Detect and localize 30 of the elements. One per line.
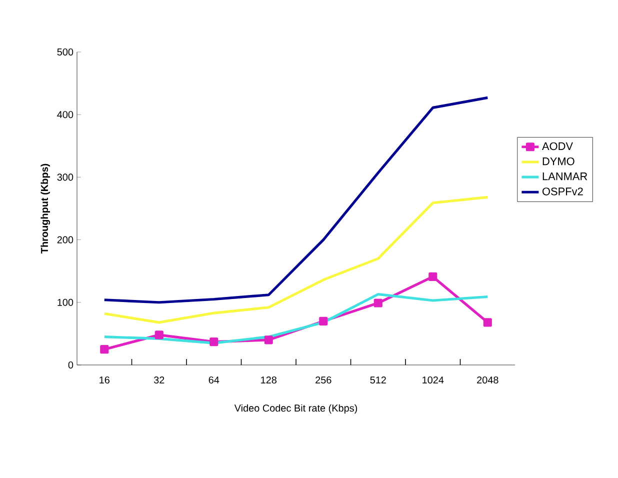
y-axis-title: Throughput (Kbps) xyxy=(40,164,50,254)
y-tick-label: 500 xyxy=(57,48,74,56)
point xyxy=(428,272,438,282)
line-series xyxy=(103,96,489,304)
x-tick-label: 1024 xyxy=(422,376,444,384)
point xyxy=(264,336,273,344)
point xyxy=(100,345,109,354)
point xyxy=(483,318,492,327)
x-tick-label: 512 xyxy=(370,376,386,384)
x-tick-label: 128 xyxy=(261,376,277,384)
point xyxy=(154,330,164,340)
x-tick-label: 2048 xyxy=(477,376,498,384)
legend-label: LANMAR xyxy=(542,172,588,180)
y-tick-label: 400 xyxy=(57,111,74,118)
line-series xyxy=(103,196,489,324)
y-tick-label: 0 xyxy=(68,361,74,369)
point xyxy=(319,316,328,326)
x-axis-title: Video Codec Bit rate (Kbps) xyxy=(234,404,358,414)
legend-label: AODV xyxy=(542,142,573,150)
point xyxy=(210,338,218,346)
y-tick-label: 100 xyxy=(58,298,74,306)
y-tick-label: 300 xyxy=(57,174,74,181)
y-tick-label: 200 xyxy=(57,236,74,244)
x-tick-label: 32 xyxy=(154,376,164,384)
legend-label: DYMO xyxy=(542,157,574,166)
point xyxy=(374,298,382,308)
legend-label: OSPFv2 xyxy=(542,188,583,196)
x-tick-label: 16 xyxy=(100,376,110,384)
x-tick-label: 256 xyxy=(316,376,332,384)
x-tick-label: 64 xyxy=(208,376,220,384)
